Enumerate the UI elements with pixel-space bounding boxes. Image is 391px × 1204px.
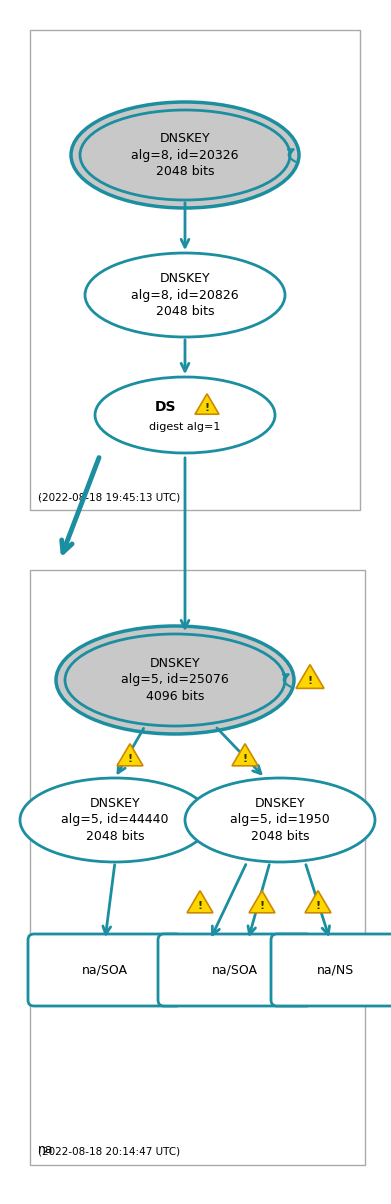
Ellipse shape [80,110,290,200]
Text: DNSKEY
alg=5, id=25076
4096 bits: DNSKEY alg=5, id=25076 4096 bits [121,657,229,703]
Polygon shape [195,394,219,414]
Text: DNSKEY
alg=5, id=44440
2048 bits: DNSKEY alg=5, id=44440 2048 bits [61,797,169,843]
Ellipse shape [85,253,285,337]
Polygon shape [249,891,275,913]
Text: !: ! [316,901,321,910]
Polygon shape [296,665,324,689]
Polygon shape [117,744,143,766]
Bar [30,569,365,1165]
Bar [30,30,360,510]
Ellipse shape [185,778,375,862]
FancyBboxPatch shape [28,934,182,1007]
Text: na/SOA: na/SOA [212,963,258,976]
Text: !: ! [307,675,312,686]
Text: DS: DS [154,400,176,414]
Text: DNSKEY
alg=8, id=20326
2048 bits: DNSKEY alg=8, id=20326 2048 bits [131,132,239,178]
Text: (2022-08-18 20:14:47 UTC): (2022-08-18 20:14:47 UTC) [38,1147,180,1157]
Ellipse shape [56,626,294,734]
Text: DNSKEY
alg=8, id=20826
2048 bits: DNSKEY alg=8, id=20826 2048 bits [131,272,239,318]
Ellipse shape [95,377,275,453]
Text: DNSKEY
alg=5, id=1950
2048 bits: DNSKEY alg=5, id=1950 2048 bits [230,797,330,843]
Text: !: ! [127,754,133,763]
Polygon shape [305,891,331,913]
Text: (2022-08-18 19:45:13 UTC): (2022-08-18 19:45:13 UTC) [38,492,180,502]
Ellipse shape [20,778,210,862]
FancyBboxPatch shape [271,934,391,1007]
Text: na: na [38,1143,54,1156]
Text: na/SOA: na/SOA [82,963,128,976]
Text: .: . [38,488,42,501]
Text: !: ! [260,901,265,910]
Text: !: ! [242,754,248,763]
Text: !: ! [204,402,210,413]
Polygon shape [232,744,258,766]
Polygon shape [187,891,213,913]
Text: digest alg=1: digest alg=1 [149,421,221,432]
Text: na/NS: na/NS [316,963,353,976]
Text: !: ! [197,901,203,910]
Ellipse shape [65,635,285,726]
Ellipse shape [71,102,299,208]
FancyBboxPatch shape [158,934,312,1007]
